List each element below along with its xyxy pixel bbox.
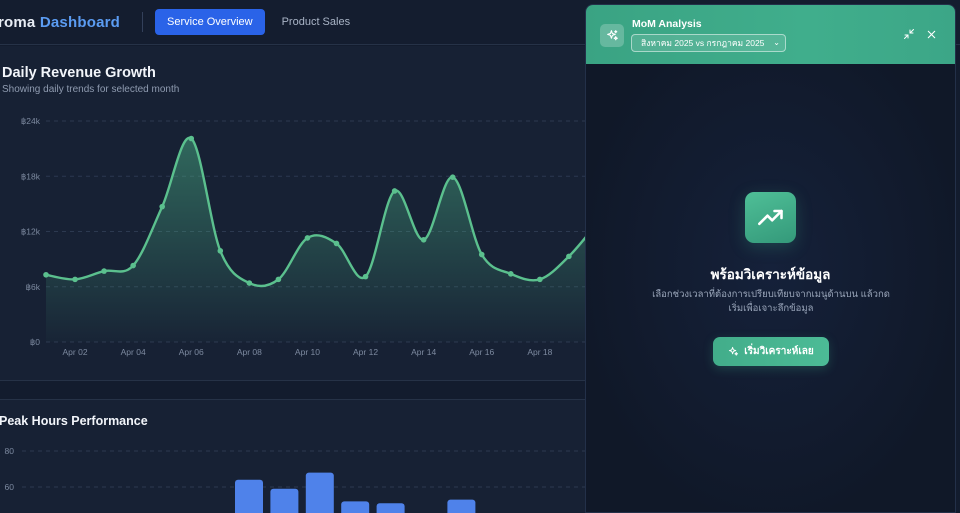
tab-service-overview[interactable]: Service Overview	[155, 9, 265, 35]
revenue-point[interactable]	[391, 188, 398, 194]
revenue-point[interactable]	[275, 276, 282, 283]
revenue-x-tick: Apr 18	[527, 347, 552, 357]
chevron-down-icon: ⌄	[773, 38, 780, 47]
revenue-point[interactable]	[508, 271, 514, 277]
header-divider	[142, 12, 144, 32]
brand-dashboard: Dashboard	[39, 13, 121, 31]
app-brand: roma Dashboard	[0, 14, 120, 31]
revenue-chart-subtitle: Showing daily trends for selected month	[2, 84, 180, 95]
revenue-point[interactable]	[188, 135, 195, 142]
revenue-x-tick: Apr 14	[411, 347, 436, 357]
revenue-point[interactable]	[362, 273, 369, 280]
revenue-point[interactable]	[72, 276, 78, 283]
revenue-point[interactable]	[43, 271, 49, 278]
revenue-area	[46, 138, 586, 342]
revenue-point[interactable]	[101, 268, 107, 274]
revenue-x-tick: Apr 12	[353, 347, 378, 357]
peak-y-tick: 60	[5, 482, 15, 492]
period-select-value: สิงหาคม 2025 vs กรกฎาคม 2025	[641, 38, 765, 48]
revenue-x-tick: Apr 02	[63, 347, 88, 357]
ready-description: เลือกช่วงเวลาที่ต้องการเปรียบเทียบจากเมน…	[652, 289, 890, 314]
revenue-x-tick: Apr 16	[469, 347, 494, 357]
revenue-y-tick: ฿6k	[26, 282, 41, 292]
tab-product-sales[interactable]: Product Sales	[281, 16, 351, 28]
revenue-y-tick: ฿0	[30, 337, 40, 347]
brand-name: roma	[0, 13, 36, 31]
peak-bar[interactable]	[376, 503, 405, 513]
revenue-point[interactable]	[130, 262, 136, 269]
peak-bar[interactable]	[447, 499, 476, 513]
ready-title: พร้อมวิเคราะห์ข้อมูล	[710, 267, 831, 282]
revenue-point[interactable]	[420, 236, 427, 243]
peak-bar[interactable]	[305, 472, 334, 513]
revenue-point[interactable]	[304, 235, 311, 241]
revenue-chart-title: Daily Revenue Growth	[2, 65, 156, 81]
revenue-point[interactable]	[333, 240, 340, 247]
revenue-point[interactable]	[159, 203, 165, 210]
peak-y-tick: 80	[5, 446, 15, 456]
revenue-x-tick: Apr 04	[121, 347, 146, 357]
revenue-x-tick: Apr 06	[179, 347, 204, 357]
peak-bar[interactable]	[235, 479, 263, 513]
peak-hours-chart: 60 80	[5, 446, 586, 513]
revenue-point[interactable]	[566, 253, 572, 260]
daily-revenue-card: ฿0 ฿6k ฿12k ฿18k ฿24k Apr 02 Apr 04 Apr 06 Apr …	[0, 46, 586, 381]
panel-title: MoM Analysis	[632, 18, 702, 30]
revenue-line	[45, 136, 586, 288]
close-icon[interactable]	[924, 27, 938, 41]
sparkles-icon	[729, 346, 739, 356]
revenue-point[interactable]	[449, 174, 456, 180]
minimize-icon[interactable]	[902, 27, 916, 41]
revenue-point[interactable]	[217, 248, 224, 254]
period-select[interactable]: สิงหาคม 2025 vs กรกฎาคม 2025 ⌄	[631, 34, 786, 52]
revenue-point[interactable]	[246, 280, 253, 286]
peak-hours-title: Peak Hours Performance	[0, 414, 148, 428]
peak-bar[interactable]	[341, 501, 370, 513]
revenue-point[interactable]	[537, 276, 543, 283]
mom-analysis-panel: MoM Analysis สิงหาคม 2025 vs กรกฎาคม 202…	[585, 4, 956, 513]
peak-bar[interactable]	[270, 488, 299, 513]
start-analysis-label: เริ่มวิเคราะห์เลย	[744, 346, 814, 357]
trend-up-icon	[745, 192, 796, 243]
revenue-y-tick: ฿24k	[21, 116, 41, 126]
revenue-y-tick: ฿18k	[21, 171, 41, 181]
peak-hours-card: 60 80 Peak Hours Performance	[0, 399, 586, 513]
revenue-y-tick: ฿12k	[21, 227, 41, 237]
daily-revenue-chart: ฿0 ฿6k ฿12k ฿18k ฿24k Apr 02 Apr 04 Apr 06 Apr …	[21, 116, 586, 357]
panel-header: MoM Analysis สิงหาคม 2025 vs กรกฎาคม 202…	[586, 5, 955, 64]
sparkles-icon	[600, 24, 624, 47]
revenue-point[interactable]	[478, 251, 485, 258]
start-analysis-button[interactable]: เริ่มวิเคราะห์เลย	[713, 337, 829, 366]
revenue-x-tick: Apr 08	[237, 347, 262, 357]
panel-body: พร้อมวิเคราะห์ข้อมูล เลือกช่วงเวลาที่ต้อ…	[586, 64, 955, 512]
revenue-x-tick: Apr 10	[295, 347, 320, 357]
